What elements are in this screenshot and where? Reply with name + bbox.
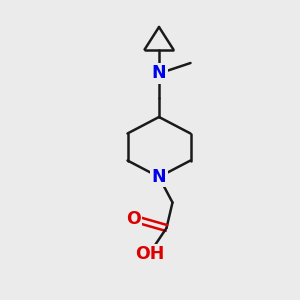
Text: OH: OH [135,245,165,263]
Text: N: N [152,64,166,82]
Text: O: O [126,210,141,228]
Text: N: N [152,168,166,186]
